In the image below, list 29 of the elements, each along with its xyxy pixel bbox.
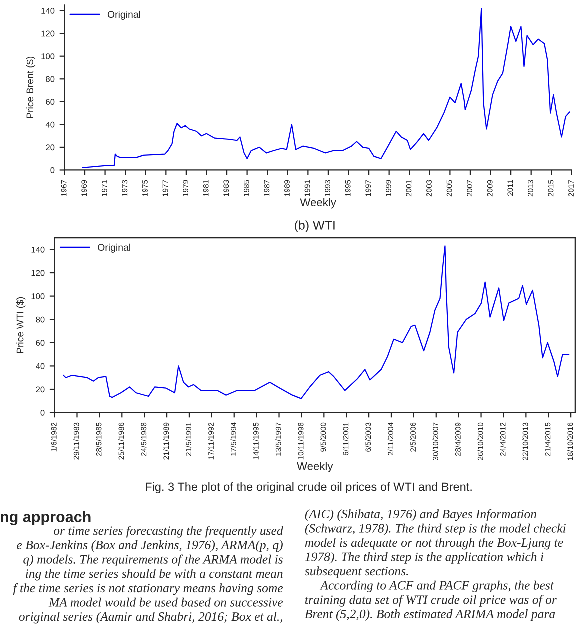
y-tick-label: 20 [46, 144, 55, 151]
legend-label: Original [108, 10, 140, 20]
y-tick-label: 40 [46, 122, 55, 128]
y-tick-label: 80 [36, 316, 45, 323]
text: ng approach [1, 511, 91, 526]
y-tick-label: 140 [32, 246, 45, 253]
y-tick-label: 100 [42, 54, 55, 60]
y-tick-label: 60 [36, 340, 45, 346]
y-tick-label: 100 [32, 294, 45, 300]
y-tick-label: 0 [40, 410, 45, 416]
y-tick-label: 40 [36, 363, 45, 370]
y-tick-label: 140 [42, 8, 55, 14]
y-axis-title: Price Brent ($) [26, 56, 36, 118]
y-tick-label: 60 [46, 99, 55, 106]
chart-title: (b) WTI [295, 220, 335, 232]
y-tick-label: 80 [46, 76, 55, 82]
text: (AIC) (Shibata, 1976) and Bayes Information (Schwarz, 1978). The third step is the model checki model is adequate or not through the Box-Ljung te 1978). The third step is the application which i subsequent sections. According to ACF and PACF graphs, the best training data set of WTI crude oil price was of or Brent (5,2,0). Both estimated ARIMA model para [305, 509, 566, 622]
y-tick-label: 0 [50, 167, 55, 174]
y-axis-title: Price WTI ($) [16, 297, 26, 354]
text: or time series forecasting the frequently used e Box-Jenkins (Box and Jenkins, 1976), ARMA(p, q) q) models. The requirements of the ARMA model is ing the time series should be with a constant mean f the time series is not stationary means having some MA model would be used based on successive original series (Aamir and Shabri, 2016; Box et al., [13, 526, 284, 624]
line-series [63, 246, 570, 400]
y-tick-label: 120 [42, 30, 55, 37]
x-axis-title: Weekly [297, 462, 334, 472]
x-axis-title: Weekly [300, 198, 336, 209]
y-tick-label: 120 [32, 270, 45, 276]
y-tick-label: 20 [36, 386, 45, 393]
legend-label: Original [98, 244, 130, 253]
line-series [82, 8, 570, 169]
caption: Fig. 3 The plot of the original crude oil prices of WTI and Brent. [146, 482, 472, 494]
